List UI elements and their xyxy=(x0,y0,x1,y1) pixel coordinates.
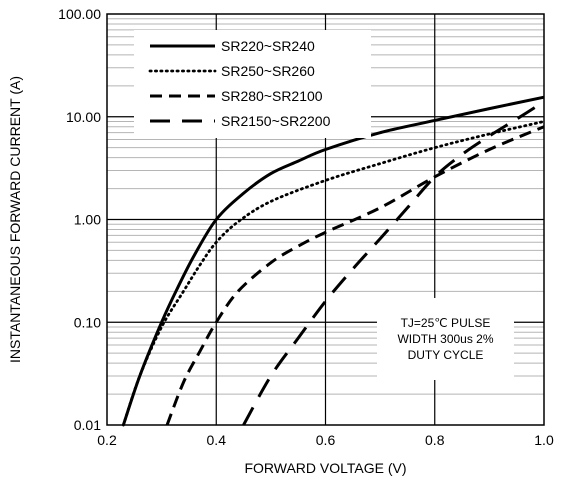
y-tick-label: 0.10 xyxy=(74,314,101,330)
series-line-1 xyxy=(121,95,545,426)
y-tick-label: 10.00 xyxy=(66,109,101,125)
series-line-4 xyxy=(242,100,545,426)
annotation-line-1: TJ=25℃ PULSE xyxy=(401,316,491,330)
annotation-background xyxy=(377,298,514,380)
series-layer xyxy=(121,95,546,427)
x-tick-label: 0.4 xyxy=(207,432,227,448)
legend-label-2: SR250~SR260 xyxy=(221,63,315,79)
tick-labels: 0.2 0.4 0.6 0.8 1.0 0.01 0.10 1.00 10.00 100.00 xyxy=(58,6,554,448)
x-tick-label: 1.0 xyxy=(534,432,554,448)
series-line-2 xyxy=(121,120,546,427)
annotation-box: TJ=25℃ PULSE WIDTH 300us 2% DUTY CYCLE xyxy=(377,298,514,380)
y-tick-label: 0.01 xyxy=(74,417,101,433)
series-line-3 xyxy=(165,125,545,426)
legend: SR220~SR240 SR250~SR260 SR280~SR2100 SR2150… xyxy=(134,30,371,138)
x-tick-label: 0.2 xyxy=(97,432,117,448)
x-tick-label: 0.6 xyxy=(316,432,336,448)
x-axis-label: FORWARD VOLTAGE (V) xyxy=(244,460,406,476)
x-tick-label: 0.8 xyxy=(425,432,445,448)
legend-label-3: SR280~SR2100 xyxy=(221,88,323,104)
legend-label-1: SR220~SR240 xyxy=(221,38,315,54)
y-axis-label: INSTANTANEOUS FORWARD CURRENT (A) xyxy=(7,76,23,363)
annotation-line-2: WIDTH 300us 2% xyxy=(397,332,493,346)
y-tick-label: 100.00 xyxy=(58,6,101,22)
legend-label-4: SR2150~SR2200 xyxy=(221,113,331,129)
legend-box xyxy=(134,30,371,138)
plot-frame xyxy=(106,13,545,426)
annotation-line-3: DUTY CYCLE xyxy=(408,348,484,362)
y-tick-label: 1.00 xyxy=(74,212,101,228)
